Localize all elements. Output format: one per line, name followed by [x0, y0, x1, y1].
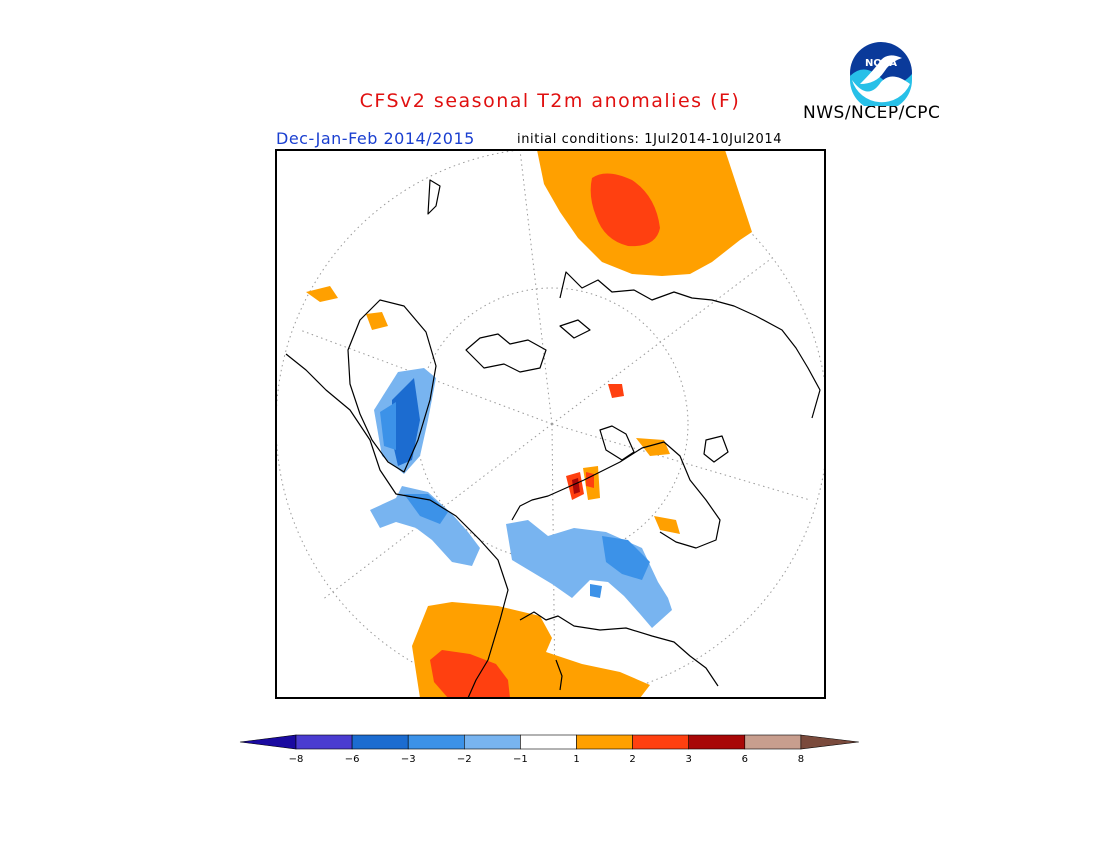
warm-anomaly-strong-region: [590, 173, 660, 247]
coastline-small-island: [427, 179, 441, 215]
legend-arrow-high: [800, 734, 859, 750]
warm-anomaly-spot: [654, 516, 680, 534]
map-frame: [275, 149, 826, 699]
coastline-arctic-islands: [465, 333, 547, 373]
cool-anomaly-region: [370, 486, 480, 566]
coastlines: [285, 179, 821, 698]
map-title: CFSv2 seasonal T2m anomalies (F): [359, 90, 741, 112]
coastline-eastern-canada: [285, 353, 509, 621]
warm-anomaly-strong-spot: [572, 478, 580, 494]
legend-swatch: [295, 734, 353, 750]
legend-arrow-low: [239, 734, 297, 750]
meridian-line: [519, 150, 553, 425]
agency-label: NWS/NCEP/CPC: [803, 103, 941, 123]
legend-swatch: [407, 734, 465, 750]
legend-tick-label: −2: [457, 754, 472, 765]
legend-tick-label: −6: [345, 754, 360, 765]
legend-tick-label: 2: [629, 754, 635, 765]
legend-tick-label: −8: [289, 754, 304, 765]
coastline-svalbard: [599, 425, 635, 461]
legend-tick-label: 8: [798, 754, 804, 765]
svg-text:NOAA: NOAA: [865, 58, 897, 69]
meridian-line: [321, 423, 553, 601]
legend-tick-label: 6: [742, 754, 748, 765]
cool-anomaly-strong-region: [404, 494, 448, 524]
coastline-scandinavia-siberia: [511, 441, 721, 549]
legend-tick-label: 1: [573, 754, 579, 765]
legend-swatch: [520, 734, 577, 750]
legend-swatch: [744, 734, 802, 750]
noaa-logo-icon: NOAA: [850, 42, 912, 106]
cool-anomaly-strong-region: [602, 536, 650, 580]
cool-anomaly-strong-region: [380, 402, 396, 450]
legend-swatch: [632, 734, 689, 750]
warm-anomaly-spot: [366, 312, 388, 330]
cool-anomaly-strong-region: [590, 584, 602, 598]
forecast-period: Dec-Jan-Feb 2014/2015: [276, 129, 475, 148]
coastline-alaska-canada: [559, 271, 821, 419]
coastline-iceland: [703, 435, 729, 463]
meridian-line: [551, 423, 556, 698]
coastline-greenland: [347, 299, 437, 473]
legend-tick-label: 3: [686, 754, 692, 765]
warm-anomaly-strong-spot: [608, 384, 624, 398]
legend-swatch: [351, 734, 409, 750]
meridian-line: [551, 257, 773, 425]
legend-tick-label: −1: [513, 754, 528, 765]
coastline-arctic-islands: [559, 319, 591, 339]
legend-tick-label: −3: [401, 754, 416, 765]
legend-swatch: [463, 734, 521, 750]
coastline-europe: [519, 611, 719, 687]
latitude-circle: [415, 287, 689, 561]
cool-anomaly-strong-region: [392, 378, 420, 466]
graticule: [276, 150, 825, 698]
coastline-baltic: [555, 659, 563, 691]
coastline-asia: [467, 619, 501, 698]
initial-conditions: initial conditions: 1Jul2014-10Jul2014: [517, 132, 783, 147]
warm-anomaly-strong-region: [430, 650, 510, 698]
legend-swatch: [576, 734, 633, 750]
legend-swatch: [688, 734, 746, 750]
warm-anomaly-spot: [306, 286, 338, 302]
